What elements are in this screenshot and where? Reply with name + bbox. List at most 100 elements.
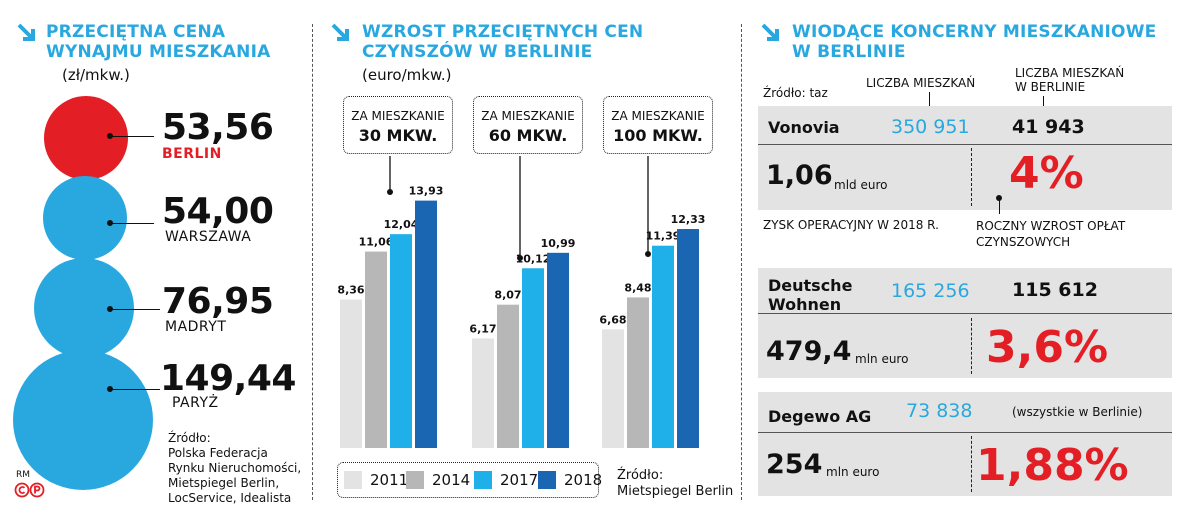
madryt-value: 76,95	[162, 281, 274, 322]
madryt-circle	[34, 258, 134, 358]
company-name: Vonovia	[768, 118, 840, 137]
company-flats: 73 838	[906, 400, 973, 422]
berlin-circle	[44, 96, 128, 180]
bar-2011-group-2	[472, 338, 494, 448]
bar-value-label: 11,39	[646, 230, 681, 243]
paryz-value: 149,44	[160, 358, 296, 399]
bar-value-label: 12,04	[384, 218, 419, 231]
bar-chart: 8,36 11,06 12,04 13,93 6,17 8,07 10,12 10,99 6,6…	[337, 156, 706, 448]
pointer-line	[1043, 96, 1044, 110]
card-vertical-separator	[971, 436, 972, 492]
profit-note: ZYSK OPERACYJNY W 2018 R.	[763, 218, 939, 232]
legend-item-2018: 2018	[538, 471, 602, 489]
annotation-line1: ZA MIESZKANIE	[611, 109, 705, 123]
annotation-line2: 100 MKW.	[613, 126, 703, 145]
panel-divider	[312, 24, 313, 500]
company-card-deutsche-wohnen	[758, 268, 1172, 378]
panel3-title-line2: W BERLINIE	[792, 42, 906, 62]
berlin-label: BERLIN	[162, 146, 222, 162]
author-credit: RM	[16, 470, 31, 480]
leader-line	[112, 389, 160, 390]
panel2-title: WZROST PRZECIĘTNYCH CEN CZYNSZÓW W BERLI…	[362, 22, 643, 62]
bar-value-label: 8,36	[337, 284, 364, 297]
legend-swatch	[474, 471, 492, 489]
arrow-down-right-icon	[331, 23, 349, 41]
bar-2014-group-3	[627, 297, 649, 448]
bar-2014-group-1	[365, 251, 387, 448]
leader-dot	[107, 306, 113, 312]
col-header-line: LICZBA MIESZKAŃ	[1015, 66, 1125, 80]
card-vertical-separator	[971, 318, 972, 374]
bar-value-label: 8,07	[494, 289, 521, 302]
bar-value-label: 10,99	[541, 237, 576, 250]
legend-item-2017: 2017	[474, 471, 538, 489]
company-profit: 254	[766, 449, 823, 480]
annotation-leader-dot	[387, 189, 393, 195]
source-line: Źródło:	[617, 468, 664, 483]
col-header-flats: LICZBA MIESZKAŃ	[866, 76, 976, 90]
berlin-value: 53,56	[162, 107, 274, 148]
leader-dot	[107, 133, 113, 139]
card-separator	[758, 313, 1172, 314]
company-name-line: Wohnen	[768, 295, 842, 314]
company-growth: 4%	[1009, 148, 1084, 199]
annotation-leader-dot	[645, 251, 651, 257]
bar-value-label: 13,93	[409, 185, 444, 198]
company-flats: 350 951	[891, 116, 970, 138]
legend-swatch	[406, 471, 424, 489]
warszawa-label: WARSZAWA	[165, 229, 252, 245]
card-separator	[758, 432, 1172, 433]
bar-2018-group-2	[547, 252, 569, 448]
warszawa-value: 54,00	[162, 191, 274, 232]
company-profit-unit: mld euro	[834, 178, 888, 192]
panel3-title-line1: WIODĄCE KONCERNY MIESZKANIOWE	[792, 22, 1157, 42]
source-line: Mietspiegel Berlin	[617, 484, 734, 499]
group-annotation-30: ZA MIESZKANIE 30 MKW.	[343, 96, 453, 154]
leader-dot	[107, 386, 113, 392]
col-header-line: W BERLINIE	[1015, 80, 1086, 94]
card-vertical-separator	[971, 148, 972, 206]
bar-value-label: 10,12	[516, 252, 551, 265]
annotation-line2: 60 MKW.	[488, 126, 568, 145]
panel-divider	[741, 24, 742, 500]
annotation-line2: 30 MKW.	[358, 126, 438, 145]
legend-label: 2017	[500, 471, 539, 489]
bar-value-label: 6,68	[599, 313, 626, 326]
bar-2018-group-3	[677, 229, 699, 448]
bar-value-label: 12,33	[671, 213, 706, 226]
panel3-source: Źródło: taz	[763, 86, 828, 100]
col-header-berlin: LICZBA MIESZKAŃ W BERLINIE	[1015, 66, 1124, 94]
panel2-title-line1: WZROST PRZECIĘTNYCH CEN	[362, 22, 644, 42]
company-profit: 1,06	[766, 160, 833, 191]
company-profit-unit: mln euro	[855, 352, 909, 366]
bar-value-label: 11,06	[359, 236, 394, 249]
bar-2014-group-2	[497, 304, 519, 448]
source-line: Polska Federacja	[168, 446, 268, 460]
leader-line	[112, 223, 154, 224]
arrow-down-right-icon	[17, 23, 35, 41]
company-name: Degewo AG	[768, 407, 872, 426]
annotation-leader-dot	[517, 255, 523, 261]
company-profit: 479,4	[766, 336, 852, 367]
panel1-unit: (zł/mkw.)	[62, 66, 130, 84]
madryt-label: MADRYT	[165, 319, 227, 335]
bar-2011-group-1	[340, 299, 362, 448]
leader-line	[112, 136, 154, 137]
panel2-title-line2: CZYNSZÓW W BERLINIE	[362, 42, 593, 62]
company-name: Deutsche Wohnen	[768, 276, 852, 314]
pointer-line	[999, 198, 1000, 214]
legend-item-2011: 2011	[344, 471, 408, 489]
bar-2017-group-1	[390, 234, 412, 448]
source-line: Rynku Nieruchomości,	[168, 461, 302, 475]
warszawa-circle	[43, 176, 127, 260]
company-card-vonovia	[758, 106, 1172, 210]
group-annotation-100: ZA MIESZKANIE 100 MKW.	[603, 96, 713, 154]
group-annotation-60: ZA MIESZKANIE 60 MKW.	[473, 96, 583, 154]
source-line: LocService, Idealista	[168, 491, 292, 505]
chart-legend: 2011 2014 2017 2018	[337, 462, 602, 498]
growth-note-line: ROCZNY WZROST OPŁAT	[976, 219, 1126, 233]
leader-dot	[107, 220, 113, 226]
bar-2011-group-3	[602, 329, 624, 448]
annotation-line1: ZA MIESZKANIE	[481, 109, 575, 123]
panel2-unit: (euro/mkw.)	[362, 66, 452, 84]
